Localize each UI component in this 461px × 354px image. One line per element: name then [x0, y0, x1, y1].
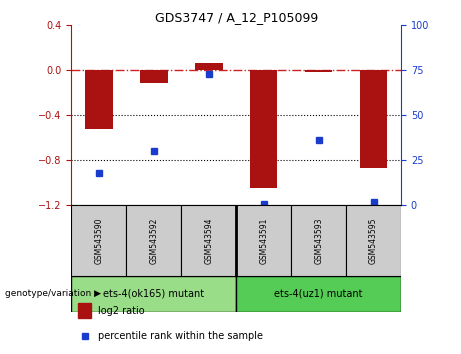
Bar — [85, 70, 112, 129]
Text: GSM543591: GSM543591 — [259, 217, 268, 264]
Text: log2 ratio: log2 ratio — [98, 306, 144, 316]
Bar — [78, 303, 91, 318]
Text: genotype/variation ▶: genotype/variation ▶ — [5, 289, 100, 298]
Bar — [291, 205, 346, 276]
Bar — [305, 70, 332, 72]
Bar — [195, 63, 223, 70]
Text: GSM543590: GSM543590 — [95, 217, 103, 264]
Bar — [236, 205, 291, 276]
Text: ets-4(ok165) mutant: ets-4(ok165) mutant — [103, 289, 204, 299]
Text: percentile rank within the sample: percentile rank within the sample — [98, 331, 263, 341]
Text: GSM543593: GSM543593 — [314, 217, 323, 264]
Title: GDS3747 / A_12_P105099: GDS3747 / A_12_P105099 — [154, 11, 318, 24]
Bar — [71, 205, 126, 276]
Bar — [346, 205, 401, 276]
Bar — [236, 276, 401, 312]
Bar — [140, 70, 168, 84]
Text: GSM543595: GSM543595 — [369, 217, 378, 264]
Text: GSM543592: GSM543592 — [149, 217, 159, 264]
Bar — [71, 276, 236, 312]
Text: ets-4(uz1) mutant: ets-4(uz1) mutant — [274, 289, 363, 299]
Bar — [181, 205, 236, 276]
Text: GSM543594: GSM543594 — [204, 217, 213, 264]
Bar — [360, 70, 387, 168]
Bar — [250, 70, 278, 188]
Bar — [126, 205, 181, 276]
